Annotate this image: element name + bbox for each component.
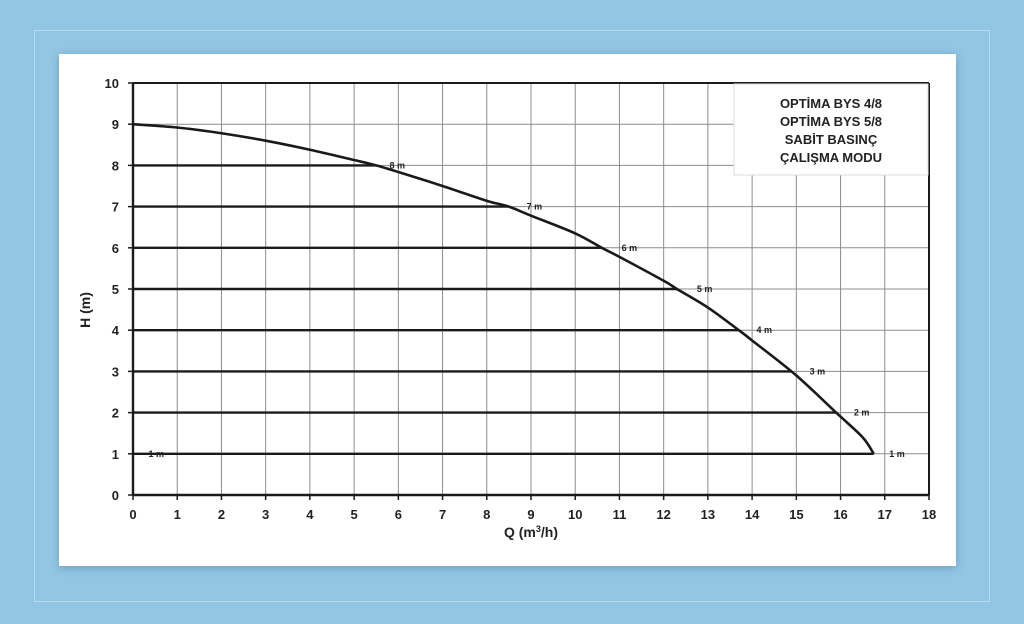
x-tick-label: 6 [395,507,402,522]
x-tick-label: 2 [218,507,225,522]
legend-line-2: OPTİMA BYS 5/8 [780,114,882,129]
y-tick-label: 5 [112,282,119,297]
pressure-line-label: 5 m [697,284,713,294]
pump-curve [132,122,875,455]
pressure-line-label: 1 m [889,449,905,459]
y-tick-label: 1 [112,447,119,462]
x-axis-title-sup: 3 [536,524,541,534]
pressure-line-label: 1 m [148,449,164,459]
x-tick-label: 1 [174,507,181,522]
x-tick-label: 5 [350,507,357,522]
x-tick-label: 13 [701,507,715,522]
x-tick-label: 7 [439,507,446,522]
x-tick-label: 18 [922,507,936,522]
legend-line-1: OPTİMA BYS 4/8 [780,96,882,111]
x-tick-label: 15 [789,507,803,522]
y-tick-label: 0 [112,488,119,503]
pressure-line-label: 6 m [622,243,638,253]
axes [128,82,930,500]
pressure-line-label: 7 m [527,202,543,212]
x-axis-title: Q (m3/h) [504,524,558,540]
y-tick-label: 8 [112,158,119,173]
y-tick-label: 4 [112,323,120,338]
pump-curve-line [132,122,875,455]
legend-box: OPTİMA BYS 4/8 OPTİMA BYS 5/8 SABİT BASI… [733,83,929,176]
x-tick-label: 4 [306,507,314,522]
y-tick-label: 3 [112,364,119,379]
x-tick-label: 16 [833,507,847,522]
y-tick-label: 2 [112,406,119,421]
pressure-line-label: 2 m [854,408,870,418]
x-tick-label: 12 [656,507,670,522]
y-tick-label: 6 [112,241,119,256]
x-axis-title-end: /h) [541,524,558,540]
x-axis-title-main: Q (m [504,524,536,540]
pressure-line-label: 3 m [810,366,826,376]
curve-labels: 8 m 7 m 6 m 5 m 4 m 3 m 2 m 1 m 1 m [148,160,904,458]
pressure-line-label: 4 m [757,325,773,335]
x-tick-label: 14 [745,507,760,522]
legend-line-4: ÇALIŞMA MODU [780,150,882,165]
x-tick-label: 8 [483,507,490,522]
y-tick-label: 7 [112,200,119,215]
y-tick-label: 10 [105,76,119,91]
y-axis-title: H (m) [77,292,93,328]
x-tick-label: 9 [527,507,534,522]
pressure-lines [133,164,874,455]
x-tick-label: 17 [878,507,892,522]
x-tick-label: 3 [262,507,269,522]
y-tick-label: 9 [112,117,119,132]
background-frame [34,30,990,602]
pressure-line-label: 8 m [389,160,405,170]
legend-line-3: SABİT BASINÇ [785,132,878,147]
x-tick-label: 11 [613,507,627,522]
x-tick-label: 10 [568,507,582,522]
x-tick-label: 0 [129,507,136,522]
